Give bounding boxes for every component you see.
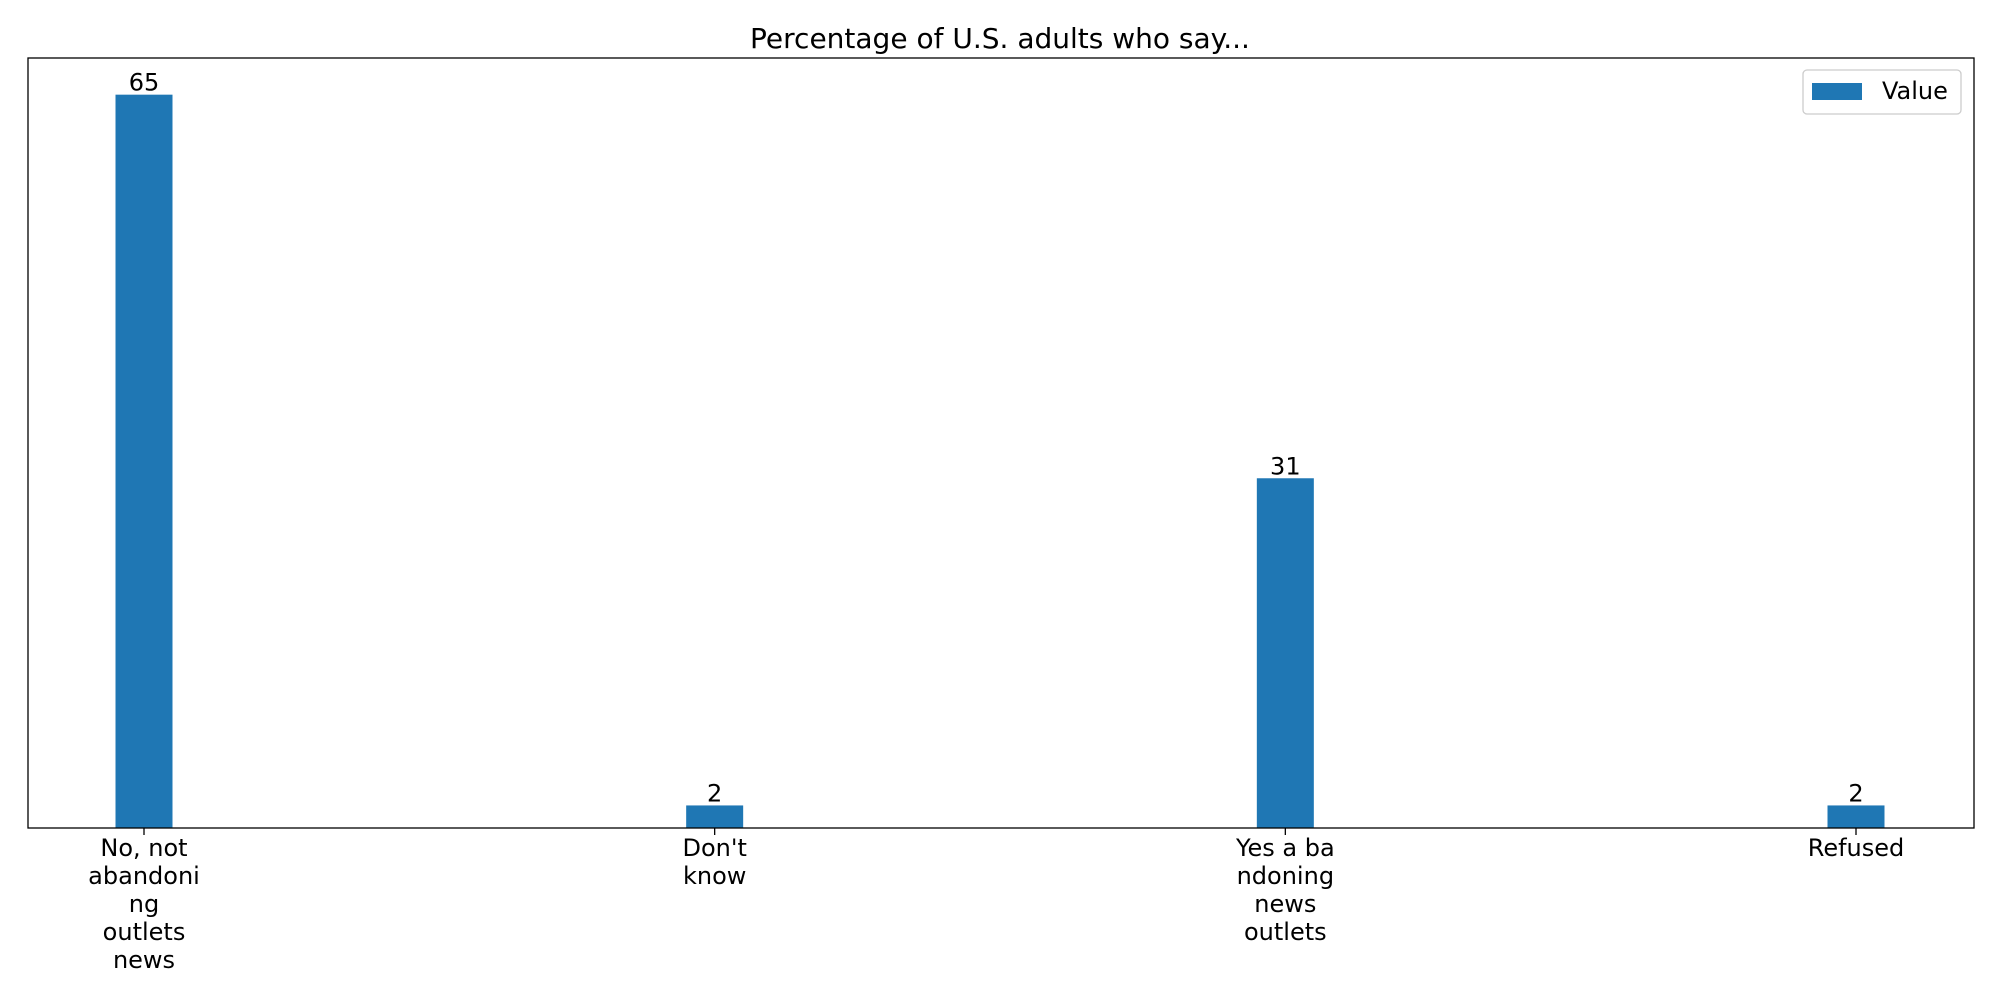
x-tick-label: No, not abandoni ng outlets news — [88, 834, 200, 974]
x-tick-label: Refused — [1808, 834, 1905, 862]
x-tick-label: Don't know — [682, 834, 746, 890]
legend: Value — [1802, 69, 1962, 115]
legend-box — [1802, 69, 1962, 115]
bar-value-label: 2 — [1848, 779, 1863, 807]
legend-swatch — [1812, 83, 1862, 100]
bar — [115, 94, 173, 829]
bar — [1827, 805, 1885, 828]
bar — [1256, 478, 1314, 828]
bar-value-label: 2 — [707, 779, 722, 807]
plot-frame — [27, 57, 1975, 829]
x-tick-label: Yes a ba ndoning news outlets — [1235, 834, 1335, 946]
value-labels-layer: 65 2 31 2 — [129, 69, 1864, 808]
bars-layer — [115, 94, 1885, 829]
bar-value-label: 31 — [1270, 452, 1301, 480]
x-axis-ticks: No, not abandoni ng outlets news Don't know Yes… — [88, 828, 1904, 974]
chart-title: Percentage of U.S. adults who say... — [750, 22, 1250, 55]
bar — [686, 805, 744, 828]
legend-label: Value — [1882, 77, 1948, 105]
bar-value-label: 65 — [129, 69, 160, 97]
